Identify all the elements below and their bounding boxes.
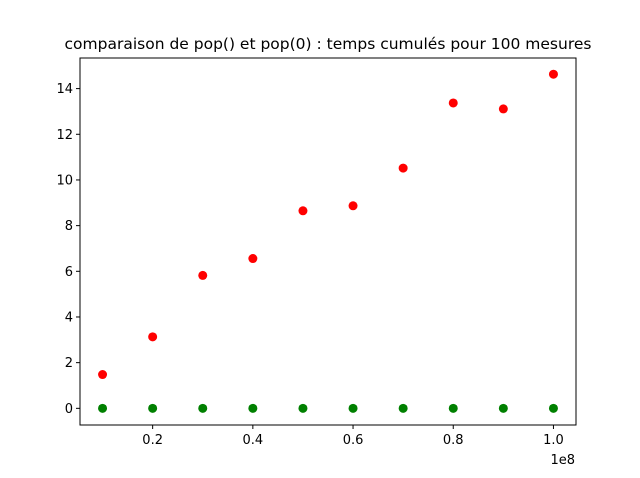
data-point-series-1-4 xyxy=(248,254,258,264)
y-tick-label-2: 2 xyxy=(65,356,73,371)
y-tick-label-5: 8 xyxy=(65,219,73,234)
data-point-series-1-5 xyxy=(298,206,308,216)
data-point-series-2-3 xyxy=(198,403,208,413)
data-point-series-2-6 xyxy=(348,403,358,413)
y-tick-label-8: 14 xyxy=(56,82,73,97)
data-point-series-1-6 xyxy=(348,201,358,211)
data-point-series-2-8 xyxy=(448,403,458,413)
data-point-series-1-3 xyxy=(198,270,208,280)
data-point-series-2-2 xyxy=(148,403,158,413)
axis-ticks: 0.2 0.4 0.6 0.8 1.0 0 2 4 6 8 10 12 14 xyxy=(56,82,563,448)
data-point-series-2-4 xyxy=(248,403,258,413)
plot-frame xyxy=(79,57,577,426)
data-point-series-1-10 xyxy=(548,69,558,79)
data-point-series-2-5 xyxy=(298,403,308,413)
data-points xyxy=(98,69,558,413)
x-tick-label-2: 0.4 xyxy=(243,433,264,448)
data-point-series-1-9 xyxy=(498,104,508,114)
x-tick-label-3: 0.6 xyxy=(343,433,364,448)
y-tick-label-3: 4 xyxy=(65,310,73,325)
y-tick-label-6: 10 xyxy=(56,173,73,188)
data-point-series-1-1 xyxy=(98,370,108,380)
x-tick-label-1: 0.2 xyxy=(142,433,163,448)
data-point-series-2-1 xyxy=(98,403,108,413)
x-tick-label-4: 0.8 xyxy=(443,433,464,448)
chart-title: comparaison de pop() et pop(0) : temps c… xyxy=(65,35,592,53)
data-point-series-1-7 xyxy=(398,163,408,173)
x-axis-offset-label: 1e8 xyxy=(550,453,575,468)
data-point-series-2-9 xyxy=(498,403,508,413)
x-tick-label-5: 1.0 xyxy=(543,433,564,448)
y-tick-label-7: 12 xyxy=(56,128,73,143)
data-point-series-1-2 xyxy=(148,332,158,342)
y-tick-label-4: 6 xyxy=(65,265,73,280)
data-point-series-2-10 xyxy=(548,403,558,413)
data-point-series-1-8 xyxy=(448,98,458,108)
y-tick-label-1: 0 xyxy=(65,402,73,417)
data-point-series-2-7 xyxy=(398,403,408,413)
